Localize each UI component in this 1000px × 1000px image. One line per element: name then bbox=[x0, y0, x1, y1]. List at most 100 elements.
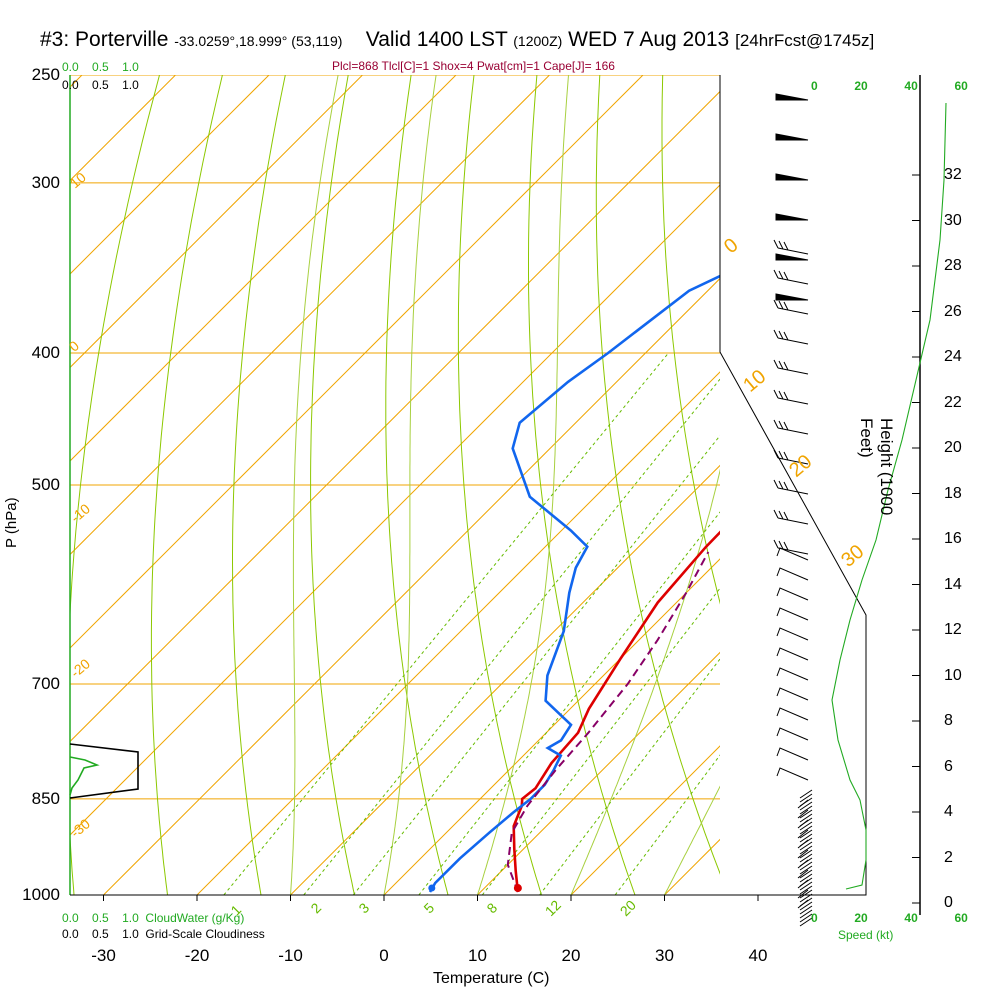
wind-barb bbox=[799, 913, 813, 923]
height-tick-label: 10 bbox=[944, 666, 962, 684]
temperature-tick-label: 20 bbox=[561, 946, 581, 965]
dewpoint-curve bbox=[428, 274, 720, 893]
cloud-panel bbox=[69, 743, 139, 799]
wind-barb bbox=[773, 419, 809, 435]
wind-barb bbox=[799, 801, 813, 811]
valid-time: Valid 1400 LST bbox=[365, 28, 508, 51]
isotherm-line bbox=[70, 75, 363, 369]
height-tick-label: 18 bbox=[944, 484, 962, 502]
wind-barb bbox=[799, 893, 813, 903]
wind-barb bbox=[799, 881, 813, 891]
temperature-tick-label: -10 bbox=[278, 946, 303, 965]
cloudwater-trace bbox=[69, 756, 100, 796]
speed-label: Speed (kt) bbox=[838, 928, 894, 942]
wind-barbs bbox=[773, 93, 813, 927]
wind-barb bbox=[799, 797, 813, 807]
sounding-curves bbox=[428, 274, 720, 893]
height-tick-label: 16 bbox=[944, 530, 962, 547]
moist-adiabat bbox=[664, 785, 720, 895]
isotherm-line bbox=[70, 184, 720, 836]
wind-barb bbox=[799, 821, 813, 831]
mixing-ratio-line bbox=[303, 378, 720, 895]
wind-barb bbox=[773, 539, 809, 555]
mixing-ratio-line bbox=[352, 434, 720, 895]
wind-barb bbox=[797, 829, 809, 839]
wind-barb bbox=[799, 885, 813, 895]
wind-barb bbox=[776, 567, 809, 581]
wind-barb bbox=[799, 853, 813, 863]
wind-barb bbox=[773, 269, 809, 285]
chart-title: #3: Porterville -33.0259°,18.999° (53,11… bbox=[40, 28, 874, 52]
dry-adiabat bbox=[528, 75, 636, 895]
wind-barb bbox=[799, 813, 813, 823]
tick-marks bbox=[103, 174, 920, 904]
dry-adiabat bbox=[385, 75, 449, 895]
cloudiness-ticks-top: 0.0 0.5 1.0 bbox=[62, 78, 139, 92]
date-text: WED 7 Aug 2013 bbox=[568, 28, 730, 51]
wind-barb bbox=[773, 389, 809, 405]
surface-temperature-dot bbox=[513, 884, 522, 893]
wind-barb bbox=[799, 805, 813, 815]
height-tick-label: 14 bbox=[944, 575, 962, 593]
wind-barb bbox=[776, 707, 809, 721]
surface-dewpoint-dot bbox=[428, 884, 436, 892]
temperature-tick-label: 30 bbox=[655, 946, 674, 965]
chart-frame bbox=[69, 75, 921, 915]
temperature-tick-label: -30 bbox=[91, 946, 116, 965]
wind-barb bbox=[799, 793, 813, 803]
isotherm-line bbox=[103, 277, 720, 895]
mixing-ratio-line bbox=[418, 511, 720, 895]
wind-barb bbox=[773, 449, 809, 465]
wind-barb bbox=[776, 687, 809, 701]
wind-barb bbox=[776, 727, 809, 741]
station-name: #3: Porterville bbox=[40, 28, 169, 51]
height-tick-label: 30 bbox=[944, 211, 962, 229]
wind-barb bbox=[773, 479, 809, 495]
wind-barb bbox=[799, 825, 813, 835]
wind-barb bbox=[776, 607, 809, 621]
cloudwater-ticks-top: 0.0 0.5 1.0 bbox=[62, 60, 139, 74]
wind-barb bbox=[775, 173, 809, 181]
temperature-tick-label: -20 bbox=[184, 946, 210, 965]
height-tick-label: 12 bbox=[944, 621, 962, 638]
station-coords: -33.0259°,18.999° (53,119) bbox=[174, 33, 343, 49]
wind-barb bbox=[799, 889, 813, 899]
wind-barb bbox=[775, 93, 809, 101]
mixing-ratio-line bbox=[481, 587, 720, 895]
moist-adiabat bbox=[290, 75, 339, 895]
cloudiness-ticks-bottom: 0.0 0.5 1.0 Grid-Scale Cloudiness bbox=[62, 927, 265, 941]
wind-barb bbox=[797, 869, 809, 879]
dry-adiabat bbox=[974, 51, 1000, 924]
wind-barb bbox=[776, 767, 809, 781]
wind-barb bbox=[773, 329, 809, 345]
wind-barb bbox=[799, 869, 813, 879]
height-tick-label: 4 bbox=[944, 803, 953, 820]
skewt-grid bbox=[70, 51, 1000, 924]
right-outline bbox=[719, 75, 867, 896]
wind-barb bbox=[775, 253, 809, 261]
height-tick-label: 6 bbox=[944, 757, 953, 775]
height-axis-label: Height (1000 Feet) bbox=[857, 418, 896, 516]
isotherm-line bbox=[477, 651, 720, 895]
pressure-tick-label: 300 bbox=[31, 172, 60, 192]
isotherm-line bbox=[70, 75, 270, 275]
dry-adiabat bbox=[232, 75, 286, 895]
speed-ticks-bottom: 0 20 40 60 bbox=[811, 911, 968, 925]
temperature-tick-label: 0 bbox=[379, 946, 389, 965]
height-tick-label: 24 bbox=[944, 348, 962, 365]
wind-barb bbox=[799, 909, 813, 919]
moist-adiabat bbox=[477, 75, 569, 895]
wind-barb bbox=[799, 897, 813, 907]
height-tick-label: 32 bbox=[944, 166, 962, 183]
wind-barb bbox=[776, 627, 809, 641]
height-tick-label: 20 bbox=[944, 439, 962, 456]
speed-ticks-top: 0 20 40 60 bbox=[811, 79, 968, 93]
moist-adiabat bbox=[383, 75, 437, 895]
height-tick-label: 0 bbox=[944, 894, 953, 911]
wind-barb bbox=[799, 845, 813, 855]
wind-barb bbox=[773, 359, 809, 375]
wind-barb bbox=[776, 587, 809, 601]
pressure-tick-label: 1000 bbox=[22, 885, 60, 904]
wind-barb bbox=[776, 667, 809, 681]
